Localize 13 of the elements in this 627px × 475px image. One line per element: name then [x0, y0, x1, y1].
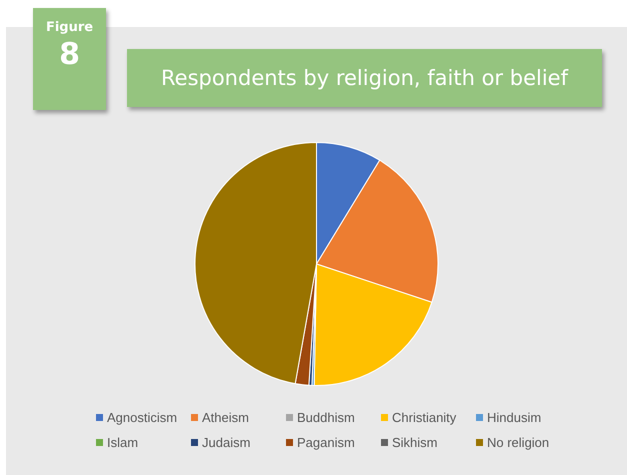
legend-label: No religion [487, 435, 550, 450]
legend-label: Hindusim [487, 410, 542, 425]
legend-label: Christianity [392, 410, 456, 425]
chart-title: Respondents by religion, faith or belief [127, 49, 602, 107]
legend-label: Judaism [202, 435, 250, 450]
legend-label: Atheism [202, 410, 249, 425]
legend-label: Sikhism [392, 435, 438, 450]
legend-label: Agnosticism [107, 410, 178, 425]
legend-label: Buddhism [297, 410, 355, 425]
legend-label: Islam [107, 435, 138, 450]
text: Figure [44, 20, 94, 35]
legend-label: Paganism [297, 435, 355, 450]
text: 8 [58, 37, 81, 72]
